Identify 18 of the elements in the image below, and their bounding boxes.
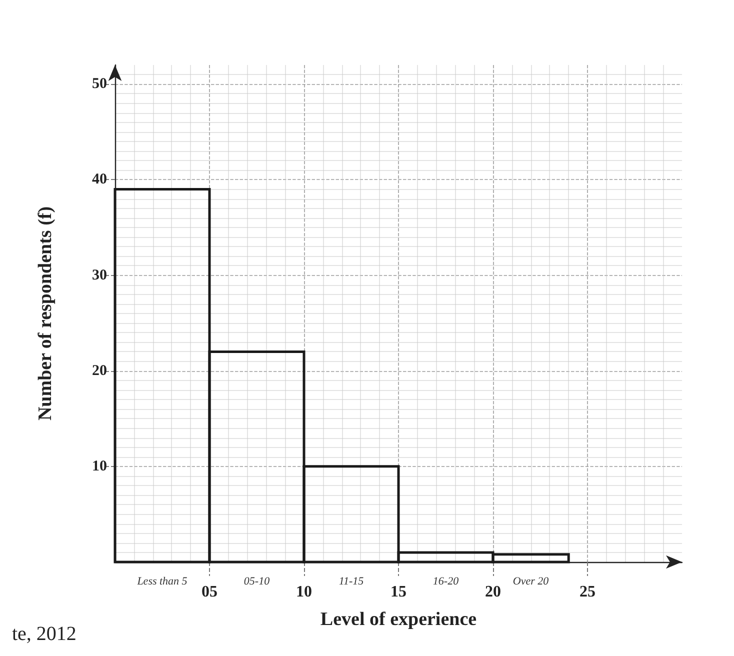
y-tick-label: 50 bbox=[92, 76, 107, 92]
text: Over 20 bbox=[512, 576, 550, 588]
x-tick-label: 15 bbox=[390, 584, 406, 600]
y-tick-label: 20 bbox=[92, 362, 107, 379]
x-tick-label: 20 bbox=[485, 584, 501, 600]
y-tick-label: 40 bbox=[92, 172, 107, 188]
y-tick-label: 30 bbox=[92, 267, 107, 284]
text: 11-15 bbox=[338, 576, 364, 588]
x-tick-label: 05 bbox=[202, 584, 218, 600]
text: te, 2012 bbox=[12, 623, 76, 645]
x-axis-title: Level of experience bbox=[320, 609, 477, 630]
x-tick-label: 10 bbox=[296, 584, 312, 600]
text: 05-10 bbox=[244, 576, 270, 588]
text: Less than 5 bbox=[136, 576, 188, 588]
text: 16-20 bbox=[432, 576, 460, 588]
x-tick-label: 25 bbox=[580, 584, 596, 600]
y-tick-label: 10 bbox=[92, 458, 107, 474]
y-axis-title: Number of respondents (f) bbox=[35, 206, 56, 421]
